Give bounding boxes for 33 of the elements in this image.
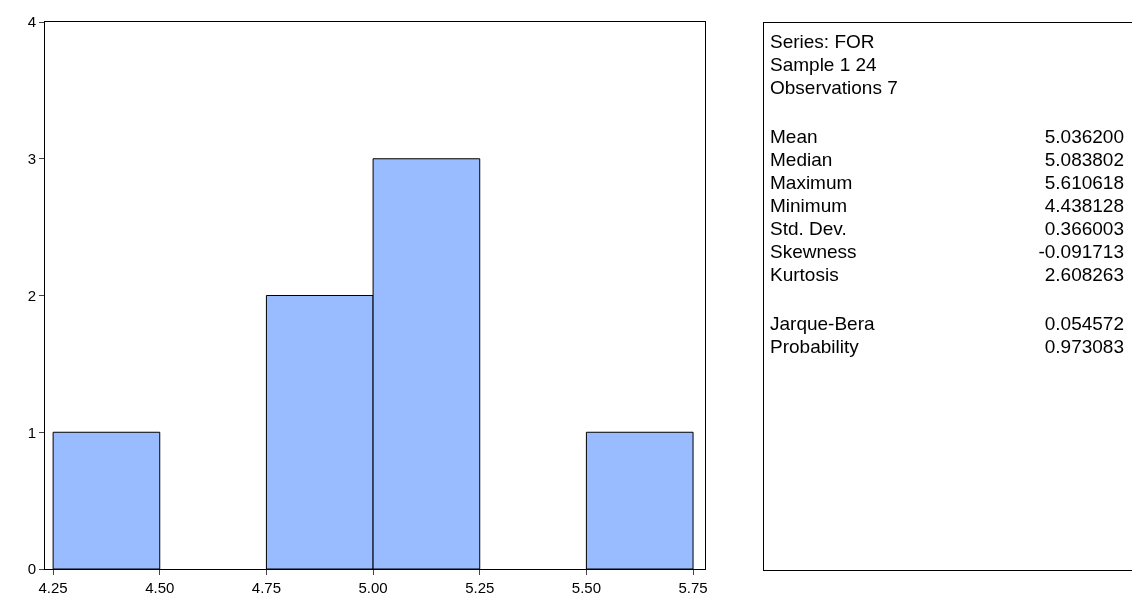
- y-tick-label: 3: [27, 150, 36, 167]
- text: Observations 7: [770, 77, 898, 99]
- x-tick-label: 5.50: [571, 579, 601, 596]
- text: 5.083802: [1044, 149, 1124, 171]
- text: Series: FOR: [770, 31, 875, 53]
- x-tick-label: 5.75: [678, 579, 708, 596]
- y-tick-label: 2: [27, 286, 36, 304]
- text: 2.608263: [1044, 264, 1124, 286]
- text: 0.366003: [1044, 218, 1124, 240]
- text: 5.036200: [1044, 126, 1124, 148]
- text: 4.438128: [1044, 195, 1124, 217]
- y-tick-label: 0: [27, 560, 36, 578]
- text: 5.610618: [1044, 172, 1124, 194]
- text: Sample 1 24: [770, 54, 877, 76]
- text: 0.973083: [1044, 336, 1124, 358]
- text: Skewness: [770, 241, 857, 263]
- x-tick-label: 4.75: [251, 579, 282, 596]
- text: Minimum: [770, 195, 848, 217]
- text: Jarque-Bera: [770, 313, 875, 335]
- text: Std. Dev.: [770, 218, 847, 240]
- x-tick-label: 5.00: [358, 579, 388, 596]
- text: Maximum: [770, 172, 853, 194]
- text: Median: [770, 149, 833, 171]
- x-tick-label: 4.25: [38, 579, 68, 596]
- text: Probability: [770, 336, 859, 358]
- text: Kurtosis: [770, 264, 839, 286]
- x-tick-label: 5.25: [465, 579, 495, 596]
- y-tick-label: 4: [27, 13, 36, 31]
- y-tick-label: 1: [27, 423, 36, 441]
- text: 0.054572: [1044, 313, 1124, 335]
- text: Mean: [770, 126, 818, 148]
- text: -0.091713: [1038, 241, 1124, 263]
- x-tick-label: 4.50: [145, 579, 175, 596]
